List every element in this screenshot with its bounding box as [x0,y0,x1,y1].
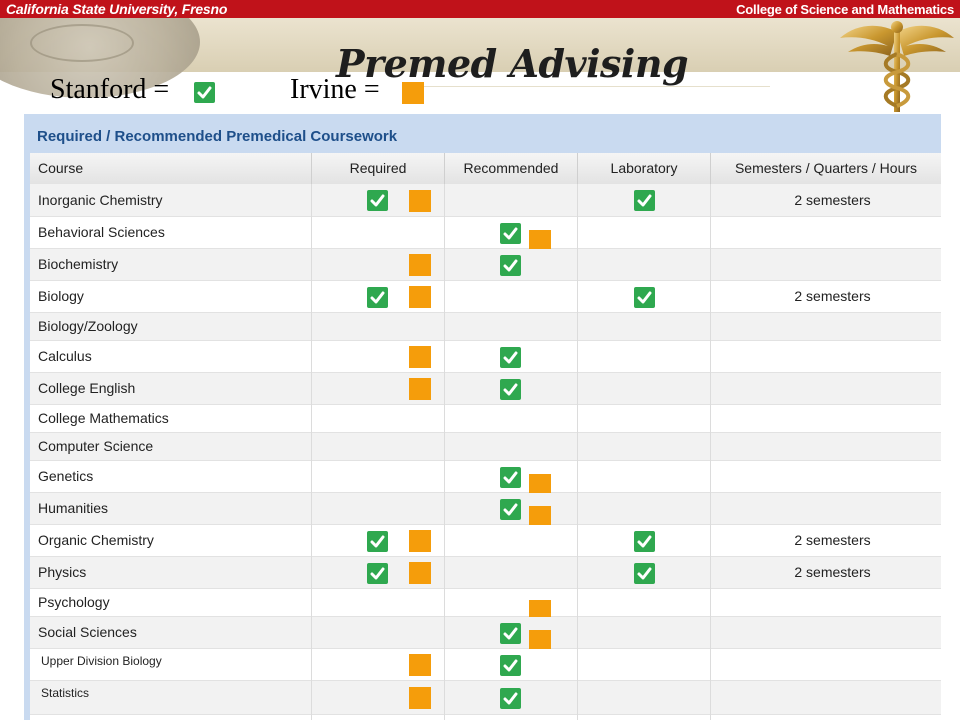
irvine-square-icon [409,687,431,709]
column-header-semesters[interactable]: Semesters / Quarters / Hours [734,160,918,176]
irvine-square-icon [409,286,431,308]
legend-irvine-label: Irvine = [290,74,380,105]
coursework-table: Course Required Recommended Laboratory S… [30,153,941,720]
course-name: Computer Science [38,438,154,454]
university-name: California State University, Fresno [6,1,228,17]
seal-ribbon [30,24,134,62]
green-check-icon [194,82,215,103]
stanford-check-icon [500,688,521,709]
irvine-square-icon [409,378,431,400]
panel-title: Required / Recommended Premedical Course… [37,128,398,145]
stanford-check-icon [500,379,521,400]
column-header-recommended[interactable]: Recommended [445,153,578,184]
column-header-required[interactable]: Required [312,153,445,184]
course-name: Calculus [38,348,92,364]
course-name: Inorganic Chemistry [38,192,163,208]
header-banner: Premed Advising California State Univers… [0,0,960,112]
course-name: Genetics [38,468,94,484]
course-name: Humanities [38,500,109,516]
irvine-square-icon [529,630,551,652]
stanford-check-icon [500,467,521,488]
table-row: College English [30,373,941,405]
course-name: Psychology [38,594,110,610]
table-row: Physics 2 semesters [30,557,941,589]
stanford-check-icon [634,563,655,584]
course-name: Biology/Zoology [38,318,138,334]
irvine-square-icon [529,600,551,622]
stanford-check-icon [367,190,388,211]
irvine-square-icon [529,474,551,496]
course-name: College Mathematics [38,410,169,426]
course-name: College English [38,380,136,396]
table-row: Statistics [30,681,941,715]
table-row: Organic Chemistry 2 semesters [30,525,941,557]
irvine-square-icon [409,530,431,552]
stanford-check-icon [500,655,521,676]
irvine-square-icon [409,190,431,212]
course-name: Organic Chemistry [38,532,154,548]
stanford-check-icon [367,287,388,308]
column-header-laboratory[interactable]: Laboratory [578,153,711,184]
table-row: Biochemistry [30,249,941,281]
column-divider [577,184,578,720]
table-row: Biology/Zoology [30,313,941,341]
course-name: Behavioral Sciences [38,224,165,240]
course-name: Upper Division Biology [41,654,162,668]
table-row: Humanities [30,493,941,528]
table-row: Computer Science [30,433,941,461]
table-row: College Mathematics [30,405,941,433]
stanford-check-icon [500,499,521,520]
semesters-value: 2 semesters [794,192,871,208]
university-bar: California State University, Fresno Coll… [0,0,960,18]
caduceus-icon [840,21,954,112]
table-header: Course Required Recommended Laboratory S… [30,153,941,185]
orange-square-icon [402,82,424,104]
stanford-check-icon [500,623,521,644]
semesters-value: 2 semesters [794,532,871,548]
irvine-square-icon [409,254,431,276]
column-divider [311,184,312,720]
stanford-check-icon [500,347,521,368]
table-row: Social Sciences [30,617,941,652]
irvine-square-icon [529,506,551,528]
legend-stanford-label: Stanford = [50,74,170,105]
course-name: Biochemistry [38,256,119,272]
banner-stripe: Premed Advising [0,0,960,98]
column-divider [710,184,711,720]
irvine-square-icon [409,654,431,676]
irvine-square-icon [409,562,431,584]
stanford-check-icon [500,255,521,276]
legend-divider [420,86,770,87]
page-title: Premed Advising [336,41,689,86]
stanford-check-icon [367,563,388,584]
table-row: Upper Division Biology [30,649,941,681]
irvine-square-icon [529,230,551,252]
stanford-check-icon [500,223,521,244]
college-name: College of Science and Mathematics [736,2,954,17]
irvine-square-icon [409,346,431,368]
column-header-course[interactable]: Course [30,153,312,184]
stanford-check-icon [634,287,655,308]
table-row: Biology 2 semesters [30,281,941,313]
coursework-panel: Required / Recommended Premedical Course… [24,114,941,720]
stanford-check-icon [634,531,655,552]
table-row: Genetics [30,461,941,496]
course-name: Social Sciences [38,624,137,640]
table-row: Calculus [30,341,941,373]
table-row: Inorganic Chemistry 2 semesters [30,184,941,217]
semesters-value: 2 semesters [794,564,871,580]
course-name: Biology [38,288,84,304]
course-name: Physics [38,564,87,580]
table-row: Psychology [30,589,941,622]
stanford-check-icon [634,190,655,211]
course-name: Statistics [41,686,90,700]
semesters-value: 2 semesters [794,288,871,304]
column-divider [444,184,445,720]
table-row: Behavioral Sciences [30,217,941,252]
stanford-check-icon [367,531,388,552]
